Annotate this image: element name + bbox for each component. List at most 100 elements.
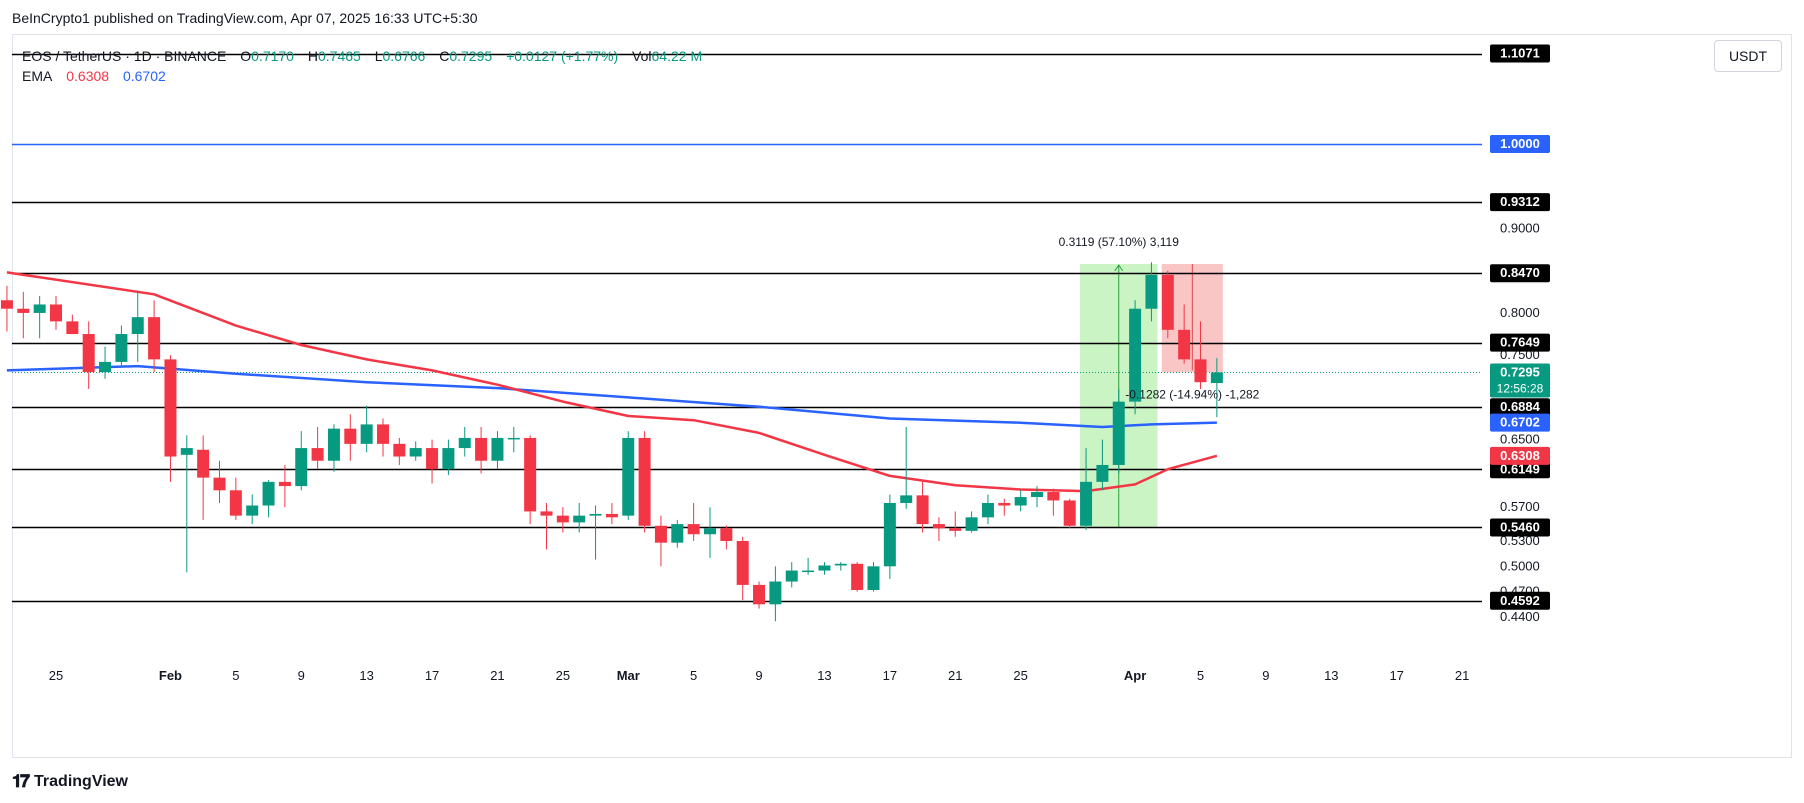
candle-body[interactable] <box>622 437 635 516</box>
candle-body[interactable] <box>295 448 308 487</box>
candle-body[interactable] <box>524 437 537 512</box>
candle-body[interactable] <box>654 525 667 543</box>
candle-body[interactable] <box>475 437 488 461</box>
candle-body[interactable] <box>409 448 422 457</box>
candle-body[interactable] <box>458 437 471 449</box>
candle-body[interactable] <box>785 570 798 582</box>
candle-body[interactable] <box>1210 372 1223 384</box>
candle-body[interactable] <box>769 581 782 605</box>
candle-body[interactable] <box>638 437 651 526</box>
candle-body[interactable] <box>540 511 553 516</box>
candle-body[interactable] <box>704 528 716 535</box>
candle-body[interactable] <box>426 448 439 470</box>
candle-body[interactable] <box>998 502 1011 506</box>
candle-body[interactable] <box>1194 359 1207 383</box>
tradingview-brand[interactable]: 𝟏𝟕 TradingView <box>12 771 128 792</box>
level-tag-box <box>1490 135 1550 153</box>
candle-body[interactable] <box>932 524 945 529</box>
price-tag-countdown: 12:56:28 <box>1497 381 1544 395</box>
candle-body[interactable] <box>246 505 259 516</box>
candle-body[interactable] <box>164 359 177 457</box>
x-tick-label: Feb <box>159 668 182 683</box>
candle-body[interactable] <box>1080 481 1093 526</box>
candle-body[interactable] <box>360 424 373 444</box>
candle-body[interactable] <box>66 321 79 335</box>
candle-body[interactable] <box>900 495 913 503</box>
price-tag-text: 0.6308 <box>1500 448 1540 463</box>
short-measure-label: -0.1282 (-14.94%) -1,282 <box>1125 387 1259 401</box>
x-tick-label: Mar <box>617 668 640 683</box>
publisher-caption: BeInCrypto1 published on TradingView.com… <box>12 10 478 26</box>
candle-body[interactable] <box>1112 401 1125 465</box>
candle-body[interactable] <box>1014 497 1027 506</box>
ema-label[interactable]: EMA <box>22 68 53 84</box>
candle-body[interactable] <box>311 448 324 461</box>
high-label: H <box>307 48 318 64</box>
x-tick-label: Apr <box>1124 668 1146 683</box>
price-tag-box <box>1490 363 1550 398</box>
candle-body[interactable] <box>720 528 733 541</box>
candle-body[interactable] <box>802 570 815 573</box>
candle-body[interactable] <box>1129 308 1142 402</box>
candle-body[interactable] <box>131 317 144 335</box>
candle-body[interactable] <box>818 565 831 571</box>
candle-body[interactable] <box>507 437 520 440</box>
candle-body[interactable] <box>867 566 880 590</box>
candle-body[interactable] <box>949 528 962 531</box>
ema-long-line[interactable] <box>6 364 1217 429</box>
candle-body[interactable] <box>197 449 210 478</box>
candle-body[interactable] <box>491 437 504 461</box>
candle-body[interactable] <box>393 443 406 457</box>
candle-body[interactable] <box>671 524 684 543</box>
candle-body[interactable] <box>965 517 978 531</box>
candle-body[interactable] <box>1178 329 1191 360</box>
candle-body[interactable] <box>1031 491 1043 498</box>
x-tick-label: 13 <box>817 668 831 683</box>
candle-body[interactable] <box>148 317 161 360</box>
low-label: L <box>374 48 383 64</box>
candle-body[interactable] <box>0 300 13 309</box>
candle-body[interactable] <box>573 515 586 523</box>
candle-body[interactable] <box>1161 274 1174 330</box>
candle-body[interactable] <box>556 515 569 523</box>
candle-body[interactable] <box>17 308 30 313</box>
candle-body[interactable] <box>115 334 128 362</box>
candle-body[interactable] <box>736 540 749 585</box>
candle-body[interactable] <box>834 563 847 566</box>
candle-body[interactable] <box>851 563 864 590</box>
candle-body[interactable] <box>377 424 389 444</box>
candle-body[interactable] <box>1063 500 1076 526</box>
candle-body[interactable] <box>262 481 275 506</box>
level-tag-text: 0.5460 <box>1500 519 1540 534</box>
candle-body[interactable] <box>753 584 766 605</box>
x-tick-label: 17 <box>425 668 439 683</box>
level-tag-box <box>1490 398 1550 417</box>
candle-body[interactable] <box>1047 491 1060 501</box>
change-value: +0.0127 (+1.77%) <box>506 48 619 64</box>
candle-body[interactable] <box>1145 274 1158 309</box>
candle-body[interactable] <box>916 495 929 525</box>
candle-body[interactable] <box>605 513 618 518</box>
candle-body[interactable] <box>180 448 193 455</box>
candle-body[interactable] <box>213 477 226 491</box>
candle-body[interactable] <box>33 304 46 313</box>
candle-body[interactable] <box>50 304 62 322</box>
candle-body[interactable] <box>82 334 95 373</box>
candle-body[interactable] <box>687 524 700 535</box>
candle-body[interactable] <box>99 361 112 373</box>
candle-body[interactable] <box>883 502 896 567</box>
candle-body[interactable] <box>344 428 357 444</box>
candle-body[interactable] <box>1096 464 1109 482</box>
candle-body[interactable] <box>589 513 602 516</box>
candle-body[interactable] <box>327 428 340 461</box>
ema-short-line[interactable] <box>6 271 1218 493</box>
price-tag-box <box>1490 446 1550 465</box>
symbol-label[interactable]: EOS / TetherUS · 1D · BINANCE <box>22 48 227 64</box>
candle-body[interactable] <box>229 490 242 516</box>
candle-body[interactable] <box>981 502 994 518</box>
candle-body[interactable] <box>442 448 455 470</box>
candle-body[interactable] <box>278 481 291 487</box>
open-value: 0.7170 <box>251 48 294 64</box>
currency-button[interactable]: USDT <box>1714 40 1782 72</box>
